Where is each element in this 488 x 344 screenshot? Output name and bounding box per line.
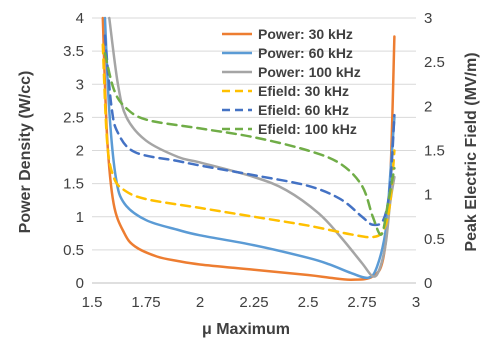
y-right-tick-label: 2 bbox=[424, 98, 432, 115]
series-line-efield-100-khz bbox=[103, 52, 396, 236]
legend-label: Efield: 100 kHz bbox=[258, 121, 357, 137]
y-left-tick-label: 2 bbox=[76, 143, 84, 160]
y-right-tick-label: 1.5 bbox=[424, 143, 445, 160]
legend-label: Efield: 60 kHz bbox=[258, 102, 349, 118]
y-right-tick-label: 2.5 bbox=[424, 54, 445, 71]
x-tick-label: 2.5 bbox=[298, 294, 319, 311]
x-tick-label: 2 bbox=[196, 294, 204, 311]
x-tick-label: 2.25 bbox=[239, 294, 268, 311]
y-right-tick-label: 3 bbox=[424, 10, 432, 27]
x-tick-label: 3 bbox=[412, 294, 420, 311]
legend: Power: 30 kHz Power: 60 kHz Power: 100 kHz… bbox=[222, 26, 361, 137]
y-left-tick-label: 0 bbox=[76, 275, 84, 292]
x-tick-label: 1.75 bbox=[131, 294, 160, 311]
legend-label: Efield: 30 kHz bbox=[258, 83, 349, 99]
series-lines bbox=[101, 16, 396, 281]
series-line-efield-60-khz bbox=[103, 34, 396, 227]
legend-label: Power: 60 kHz bbox=[258, 45, 353, 61]
y-right-tick-label: 0.5 bbox=[424, 231, 445, 248]
tick-labels: 0 0.5 1 1.5 2 2.5 3 3.5 4 0 0.5 1 1.5 2 2.5 3 1.5 1.75 2 2.… bbox=[63, 10, 445, 311]
series-line-power-100-khz bbox=[108, 16, 396, 278]
series-line-efield-30-khz bbox=[101, 43, 396, 239]
y-left-tick-label: 4 bbox=[76, 10, 84, 27]
y-left-tick-label: 0.5 bbox=[63, 242, 84, 259]
y-left-tick-label: 3.5 bbox=[63, 43, 84, 60]
y-left-tick-label: 1 bbox=[76, 209, 84, 226]
y-left-tick-label: 3 bbox=[76, 76, 84, 93]
x-tick-label: 1.5 bbox=[82, 294, 103, 311]
y-left-tick-label: 1.5 bbox=[63, 176, 84, 193]
y-right-tick-label: 1 bbox=[424, 187, 432, 204]
y-left-tick-label: 2.5 bbox=[63, 109, 84, 126]
legend-label: Power: 100 kHz bbox=[258, 64, 361, 80]
y-axis-right-title: Peak Electric Field (MV/m) bbox=[463, 52, 480, 251]
gridlines bbox=[92, 17, 416, 284]
legend-label: Power: 30 kHz bbox=[258, 26, 353, 42]
x-axis-title: μ Maximum bbox=[202, 321, 290, 338]
y-axis-left-title: Power Density (W/cc) bbox=[17, 71, 34, 234]
y-right-tick-label: 0 bbox=[424, 275, 432, 292]
x-tick-label: 2.75 bbox=[347, 294, 376, 311]
